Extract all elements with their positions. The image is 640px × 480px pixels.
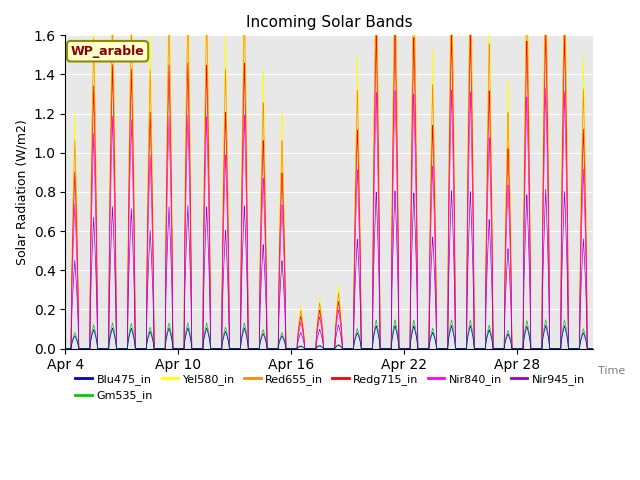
Gm535_in <box>296 343 303 349</box>
Nir840_in <box>296 324 303 330</box>
Nir945_in <box>296 332 303 338</box>
Redg715_in <box>589 346 596 351</box>
Nir945_in <box>542 187 550 192</box>
Nir945_in <box>67 346 74 351</box>
Yel580_in <box>153 346 161 351</box>
Line: Gm535_in: Gm535_in <box>65 320 593 348</box>
Blu475_in <box>61 346 69 351</box>
Nir945_in <box>285 346 292 351</box>
Gm535_in <box>285 346 292 351</box>
Yel580_in <box>308 346 316 351</box>
Gm535_in <box>153 346 161 351</box>
Yel580_in <box>67 346 74 351</box>
Blu475_in <box>589 346 596 351</box>
Red655_in <box>285 346 292 351</box>
Redg715_in <box>61 346 69 351</box>
Line: Nir945_in: Nir945_in <box>65 190 593 348</box>
Gm535_in <box>67 346 74 351</box>
Line: Yel580_in: Yel580_in <box>65 0 593 348</box>
Redg715_in <box>153 346 161 351</box>
Nir840_in <box>61 346 69 351</box>
Line: Red655_in: Red655_in <box>65 0 593 348</box>
Nir840_in <box>285 346 292 351</box>
Redg715_in <box>542 27 550 33</box>
Nir945_in <box>264 346 272 351</box>
Yel580_in <box>285 346 292 351</box>
Red655_in <box>264 346 272 351</box>
Nir945_in <box>61 346 69 351</box>
Blu475_in <box>67 346 74 351</box>
Nir840_in <box>264 346 272 351</box>
Line: Redg715_in: Redg715_in <box>65 30 593 348</box>
Red655_in <box>67 346 74 351</box>
Nir840_in <box>67 346 74 351</box>
Redg715_in <box>67 346 74 351</box>
Gm535_in <box>61 346 69 351</box>
Legend: Blu475_in, Gm535_in, Yel580_in, Red655_in, Redg715_in, Nir840_in, Nir945_in: Blu475_in, Gm535_in, Yel580_in, Red655_i… <box>71 370 589 406</box>
Redg715_in <box>264 346 272 351</box>
Gm535_in <box>308 346 316 351</box>
Blu475_in <box>285 346 292 351</box>
Blu475_in <box>153 346 161 351</box>
Nir840_in <box>542 85 550 91</box>
Gm535_in <box>264 346 272 351</box>
Redg715_in <box>308 346 316 351</box>
Yel580_in <box>264 346 272 351</box>
Blu475_in <box>542 323 550 328</box>
Nir840_in <box>589 346 596 351</box>
Line: Nir840_in: Nir840_in <box>65 88 593 348</box>
Line: Blu475_in: Blu475_in <box>65 325 593 348</box>
Nir945_in <box>153 346 161 351</box>
Yel580_in <box>589 346 596 351</box>
Title: Incoming Solar Bands: Incoming Solar Bands <box>246 15 412 30</box>
Redg715_in <box>296 319 303 325</box>
Red655_in <box>296 314 303 320</box>
Gm535_in <box>589 346 596 351</box>
Yel580_in <box>61 346 69 351</box>
Nir945_in <box>308 346 316 351</box>
Blu475_in <box>296 344 303 349</box>
Red655_in <box>61 346 69 351</box>
Redg715_in <box>285 346 292 351</box>
Red655_in <box>153 346 161 351</box>
Gm535_in <box>542 317 550 323</box>
Red655_in <box>589 346 596 351</box>
Text: Time: Time <box>598 366 625 376</box>
Nir945_in <box>589 346 596 351</box>
Blu475_in <box>264 346 272 351</box>
Blu475_in <box>308 346 316 351</box>
Nir840_in <box>308 346 316 351</box>
Yel580_in <box>296 310 303 316</box>
Text: WP_arable: WP_arable <box>70 45 145 58</box>
Red655_in <box>308 346 316 351</box>
Nir840_in <box>153 346 161 351</box>
Y-axis label: Solar Radiation (W/m2): Solar Radiation (W/m2) <box>15 119 28 265</box>
